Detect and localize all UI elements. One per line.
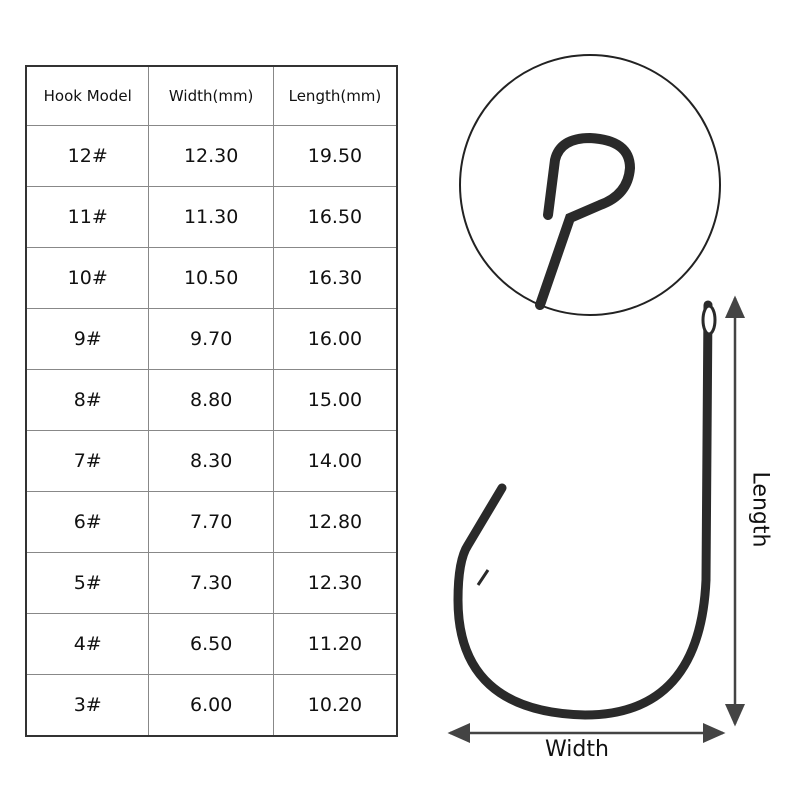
header-hook-model: Hook Model — [25, 65, 150, 126]
table-row: 9# 9.70 16.00 — [25, 308, 398, 370]
width-cell: 8.30 — [148, 430, 274, 492]
hook-model-cell: 3# — [25, 674, 150, 737]
hook-model-cell: 8# — [25, 369, 150, 431]
hook-size-table: Hook Model Width(mm) Length(mm) 12# 12.30… — [25, 65, 398, 737]
table-row: 4# 6.50 11.20 — [25, 613, 398, 675]
width-cell: 7.30 — [148, 552, 274, 614]
length-cell: 12.30 — [272, 552, 398, 614]
width-cell: 6.00 — [148, 674, 274, 737]
length-cell: 16.00 — [272, 308, 398, 370]
width-cell: 7.70 — [148, 491, 274, 553]
header-width: Width(mm) — [148, 65, 274, 126]
hook-model-cell: 4# — [25, 613, 150, 675]
width-cell: 11.30 — [148, 186, 274, 248]
eye-closeup-circle — [459, 54, 721, 316]
length-cell: 15.00 — [272, 369, 398, 431]
length-cell: 14.00 — [272, 430, 398, 492]
length-cell: 11.20 — [272, 613, 398, 675]
table-row: 8# 8.80 15.00 — [25, 369, 398, 431]
length-cell: 10.20 — [272, 674, 398, 737]
length-cell: 12.80 — [272, 491, 398, 553]
table-row: 3# 6.00 10.20 — [25, 674, 398, 737]
width-cell: 9.70 — [148, 308, 274, 370]
hook-model-cell: 10# — [25, 247, 150, 309]
length-cell: 19.50 — [272, 125, 398, 187]
table-header-row: Hook Model Width(mm) Length(mm) — [25, 65, 398, 126]
table-row: 10# 10.50 16.30 — [25, 247, 398, 309]
table-row: 7# 8.30 14.00 — [25, 430, 398, 492]
width-label: Width — [545, 737, 609, 762]
hook-model-cell: 7# — [25, 430, 150, 492]
hook-model-cell: 6# — [25, 491, 150, 553]
table-row: 12# 12.30 19.50 — [25, 125, 398, 187]
length-cell: 16.50 — [272, 186, 398, 248]
hook-model-cell: 9# — [25, 308, 150, 370]
hook-icon — [453, 300, 717, 720]
header-length: Length(mm) — [272, 65, 398, 126]
table-row: 5# 7.30 12.30 — [25, 552, 398, 614]
width-cell: 10.50 — [148, 247, 274, 309]
width-cell: 6.50 — [148, 613, 274, 675]
table-row: 6# 7.70 12.80 — [25, 491, 398, 553]
table-row: 11# 11.30 16.50 — [25, 186, 398, 248]
length-label: Length — [747, 471, 773, 548]
